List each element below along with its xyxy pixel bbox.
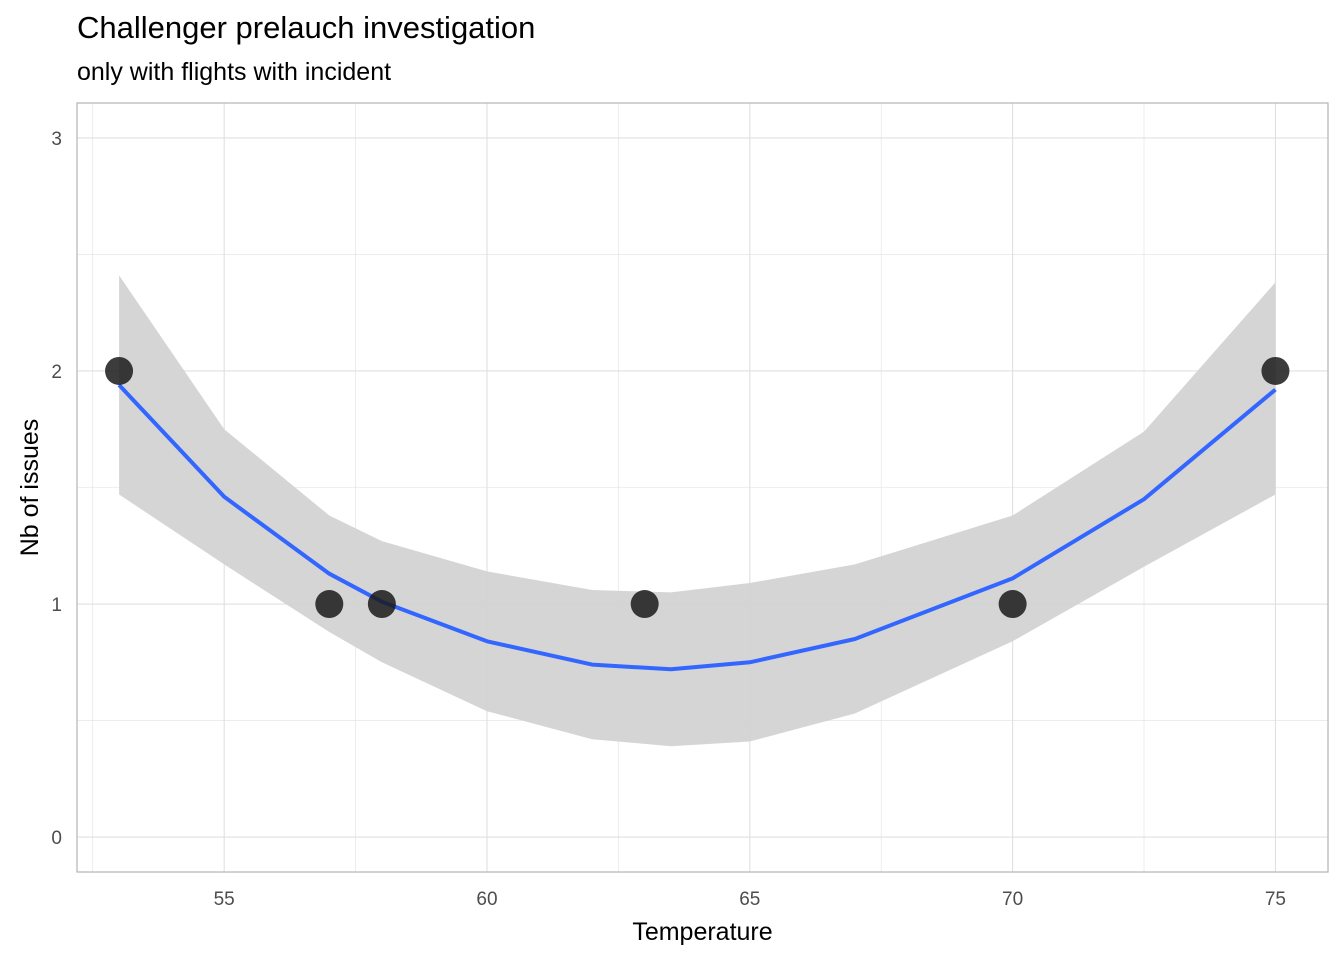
panel-border: [76, 102, 1329, 873]
x-tick-label: 55: [214, 889, 235, 910]
chart-title: Challenger prelauch investigation: [77, 10, 536, 45]
chart-subtitle: only with flights with incident: [77, 58, 392, 86]
x-tick-label: 65: [739, 889, 760, 910]
x-tick-label: 60: [476, 889, 497, 910]
fit-line: [117, 383, 1277, 672]
data-point: [315, 590, 344, 619]
y-tick-label: 0: [51, 828, 62, 849]
confidence-band: [119, 275, 1276, 747]
y-axis-title: Nb of issues: [16, 419, 44, 557]
data-point: [998, 590, 1027, 619]
x-tick-label: 70: [1002, 889, 1023, 910]
tick-labels-layer: 55 60 65 70 75 0 1 2 3: [51, 129, 1286, 910]
data-point: [1261, 356, 1290, 385]
x-axis-title: Temperature: [632, 918, 772, 946]
y-tick-label: 2: [51, 362, 62, 383]
y-tick-label: 3: [51, 129, 62, 150]
data-point: [105, 356, 134, 385]
data-point: [367, 590, 396, 619]
y-tick-label: 1: [51, 595, 62, 616]
confidence-band-layer: [119, 275, 1276, 747]
fit-line-layer: [117, 383, 1277, 672]
x-tick-label: 75: [1265, 889, 1286, 910]
data-point: [630, 590, 659, 619]
points-layer: [105, 356, 1290, 619]
